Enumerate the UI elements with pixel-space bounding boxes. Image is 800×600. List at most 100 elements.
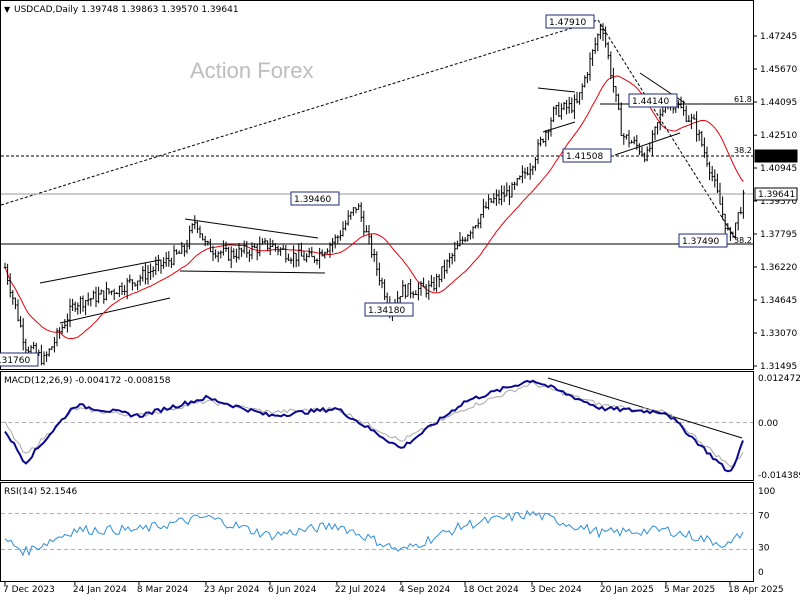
price-bar — [276, 245, 280, 256]
level-tag-text: 1.37490 — [682, 237, 719, 247]
price-bar — [211, 245, 215, 262]
level-tag-text: 1.44140 — [632, 97, 669, 107]
price-bar — [542, 138, 545, 144]
price-bar — [248, 249, 251, 262]
fib-label: 38.2 — [734, 146, 752, 155]
rsi-tick-label: 100 — [758, 487, 775, 497]
price-bar — [373, 248, 376, 262]
rsi-tick-label: 0 — [758, 568, 764, 578]
price-bar — [466, 234, 469, 242]
price-bar — [100, 289, 103, 295]
price-bar — [198, 225, 202, 239]
price-bar — [440, 266, 443, 283]
price-bar — [222, 240, 225, 256]
time-tick-label: 5 Mar 2025 — [664, 585, 715, 595]
price-bar — [575, 91, 579, 104]
price-bar — [536, 139, 540, 164]
price-bar — [175, 249, 178, 255]
price-bar — [695, 111, 698, 142]
price-bar — [534, 157, 537, 171]
price-bar — [258, 236, 261, 257]
price-bar — [601, 23, 605, 42]
price-bar — [344, 220, 347, 231]
price-bar — [170, 257, 173, 269]
price-bar — [336, 234, 339, 244]
price-bar — [690, 113, 693, 130]
price-bar — [591, 49, 594, 66]
price-bar — [263, 238, 267, 245]
moving-average — [4, 75, 744, 339]
price-bar — [243, 240, 246, 254]
time-tick-label: 23 Apr 2024 — [204, 585, 260, 595]
price-bar — [656, 122, 659, 135]
price-bar — [323, 251, 326, 259]
price-bar — [193, 215, 196, 230]
level-tag: 1.39460 — [290, 191, 340, 206]
price-bar — [544, 129, 547, 147]
level-tag-text: 1.39460 — [294, 195, 331, 205]
price-bar — [417, 282, 420, 301]
price-bar — [191, 223, 194, 234]
price-bar — [40, 344, 43, 366]
macd-tick-label: 0.012472 — [758, 374, 800, 384]
price-bar — [292, 245, 295, 268]
symbol-header: USDCAD,Daily 1.39748 1.39863 1.39570 1.3… — [14, 5, 239, 15]
time-tick-label: 18 Apr 2025 — [728, 585, 784, 595]
price-bar — [685, 105, 688, 123]
time-tick-label: 3 Dec 2024 — [530, 585, 582, 595]
price-bar — [625, 134, 628, 140]
price-bar — [508, 185, 511, 206]
price-bar — [284, 245, 287, 263]
price-bar — [271, 239, 274, 247]
price-bar — [492, 193, 495, 204]
price-bar — [378, 262, 381, 286]
macd-label: MACD(12,26,9) -0.004172 -0.008158 — [4, 376, 171, 386]
price-bar — [165, 251, 168, 267]
price-bar — [700, 130, 703, 147]
price-bar — [84, 299, 87, 316]
price-tick-label: 1.45670 — [760, 65, 797, 75]
price-bar — [718, 182, 722, 205]
long-dotted-trendline — [0, 19, 599, 206]
price-bar — [302, 250, 306, 261]
right-price-tag-box — [754, 149, 798, 163]
price-bar — [152, 266, 155, 278]
price-bar — [682, 100, 685, 116]
price-bar — [505, 182, 508, 197]
price-bar — [154, 256, 157, 276]
price-bar — [497, 189, 501, 205]
price-tick-label: 1.44095 — [760, 98, 797, 108]
price-bar — [279, 247, 282, 256]
watermark: Action Forex — [190, 58, 314, 83]
price-bar — [427, 280, 430, 300]
rsi-line: 100 70 30 0 — [4, 487, 775, 578]
level-tag-box — [545, 14, 595, 29]
price-tick-label: 1.39370 — [760, 197, 797, 207]
price-bar — [609, 51, 612, 80]
fib-label: 38.2 — [734, 236, 752, 245]
price-bar — [490, 198, 493, 203]
price-bar — [227, 246, 230, 261]
price-bar — [705, 146, 709, 167]
price-bar — [739, 206, 742, 215]
price-bar — [92, 290, 95, 300]
price-bar — [295, 252, 298, 268]
price-bar — [529, 163, 532, 180]
price-bar — [308, 247, 311, 258]
price-bar — [79, 296, 82, 314]
price-bar — [555, 104, 558, 116]
dotted-decline-trendline — [597, 19, 736, 239]
price-bars — [3, 23, 745, 366]
level-tag: 1.34180 — [364, 302, 414, 317]
price-bar — [698, 129, 701, 141]
price-bar — [42, 351, 46, 366]
price-bar — [149, 263, 152, 280]
rsi-tick-label: 70 — [758, 511, 770, 521]
price-bar — [167, 251, 170, 267]
price-bar — [651, 130, 654, 157]
price-bar — [549, 117, 553, 137]
triangle-upper — [184, 218, 319, 239]
collapse-triangle-icon[interactable]: ▼ — [4, 5, 11, 14]
price-bar — [622, 133, 625, 145]
